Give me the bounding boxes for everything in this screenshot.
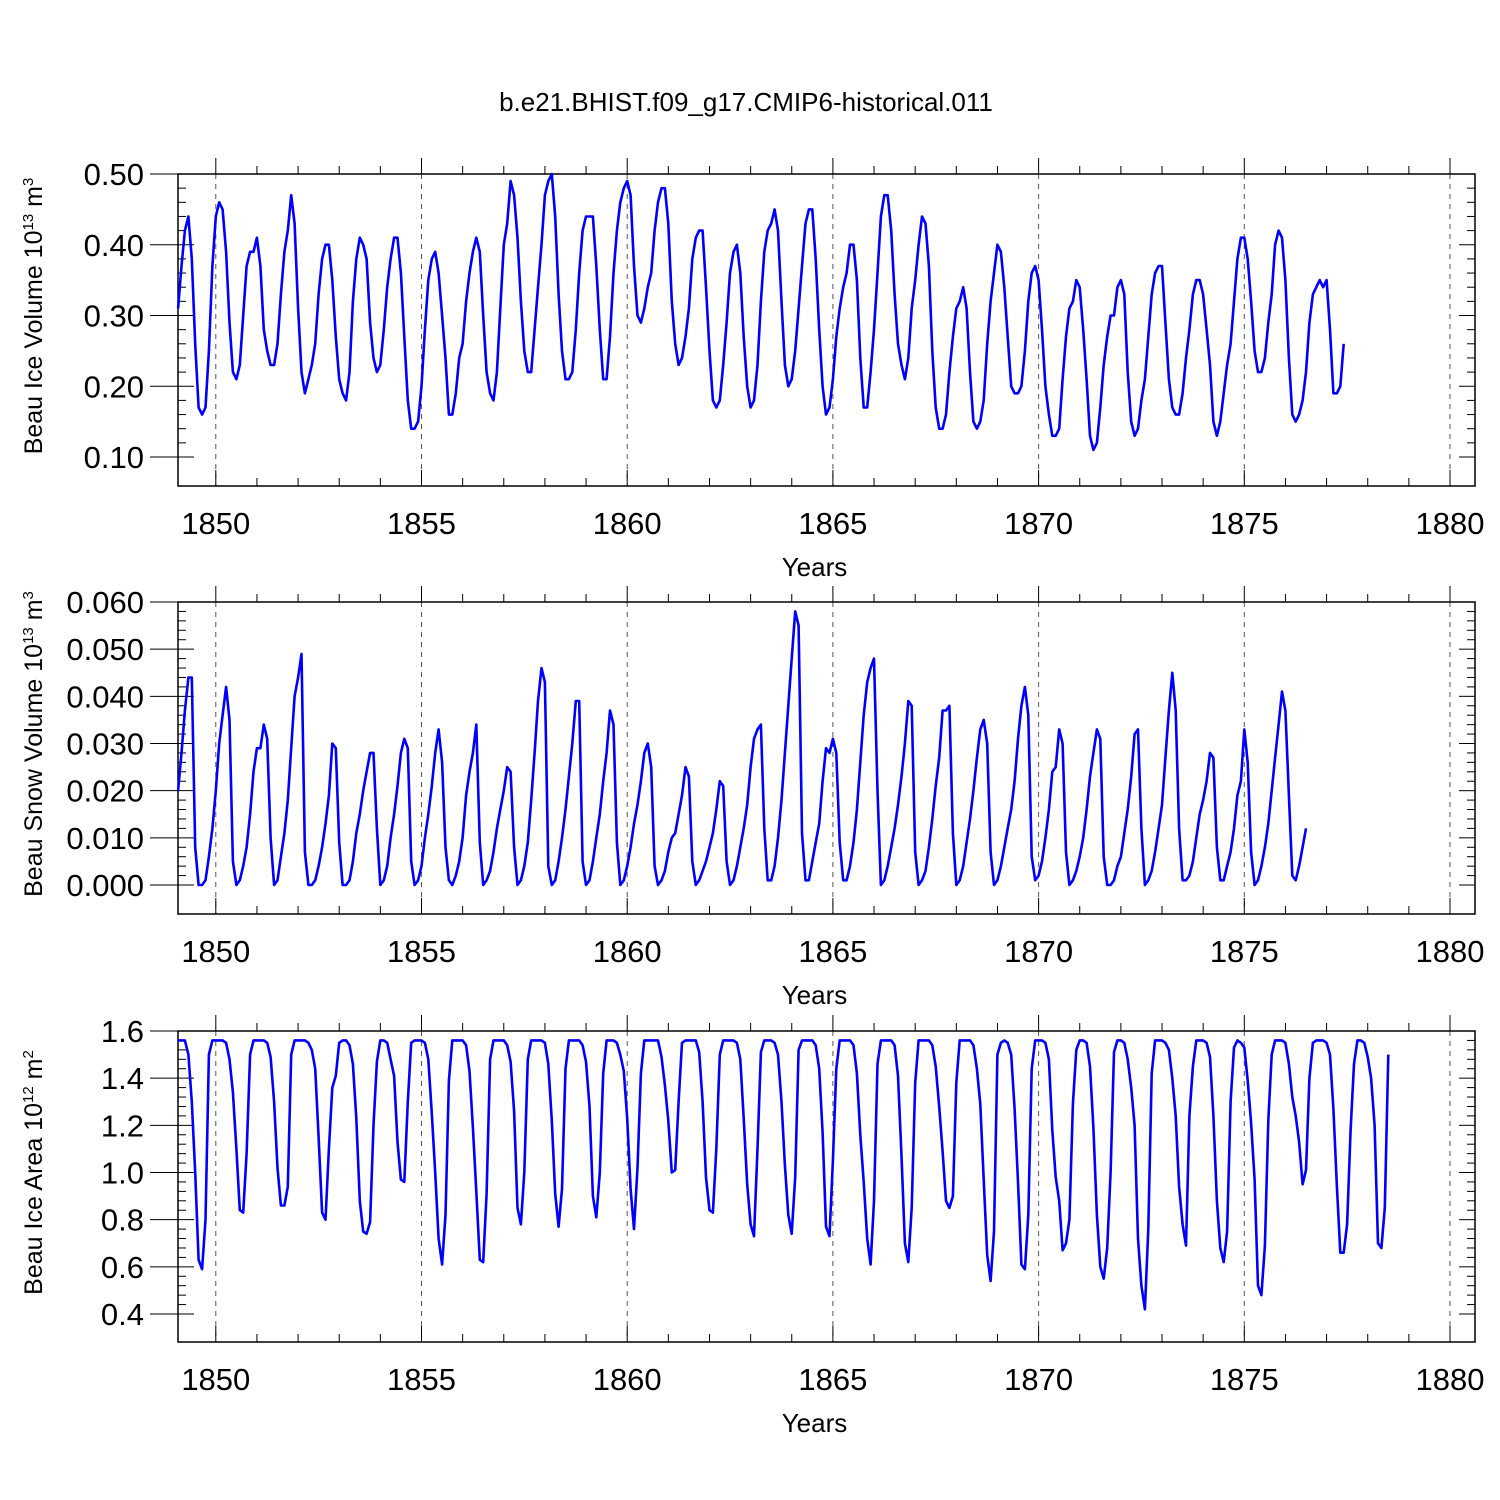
chart-panel-1: 1850 1855 1860 1865 1870 1875 1880 0.10 0.20 0.30… (20, 157, 1485, 582)
x-tick-label: 1855 (387, 934, 456, 969)
y-tick-label: 0.20 (84, 369, 144, 404)
y-tick-label: 0.6 (101, 1250, 144, 1285)
x-tick-label: 1855 (387, 1362, 456, 1397)
x-tick-label: 1880 (1416, 506, 1485, 541)
x-tick-label: 1880 (1416, 1362, 1485, 1397)
y-label-exponent: 13 (20, 214, 37, 231)
x-tick-label: 1860 (593, 934, 662, 969)
y-label-unit-exponent: 2 (20, 1050, 37, 1058)
y-tick-label: 0.30 (84, 299, 144, 334)
y-label-text: Beau Ice Volume 10 (20, 231, 48, 455)
x-axis-label: Years (782, 1408, 848, 1438)
y-tick-label: 1.6 (101, 1014, 144, 1049)
y-tick-label: 0.030 (66, 727, 144, 762)
y-tick-label: 1.4 (101, 1061, 144, 1096)
y-tick-label: 0.40 (84, 228, 144, 263)
x-tick-label: 1850 (181, 506, 250, 541)
x-tick-label: 1865 (798, 506, 867, 541)
y-tick-label: 0.050 (66, 632, 144, 667)
x-tick-label: 1865 (798, 934, 867, 969)
y-label-unit-exponent: 3 (20, 591, 37, 599)
y-label-unit: m (20, 186, 48, 214)
x-tick-label: 1870 (1004, 934, 1073, 969)
series-line (178, 1039, 1390, 1311)
plot-frame (177, 601, 1476, 915)
y-tick-label: 0.4 (101, 1297, 144, 1332)
x-tick-label: 1865 (798, 1362, 867, 1397)
x-tick-label: 1880 (1416, 934, 1485, 969)
y-label-text: Beau Ice Area 10 (20, 1103, 48, 1295)
y-tick-label: 0.010 (66, 821, 144, 856)
y-tick-label: 0.040 (66, 679, 144, 714)
y-label-unit: m (20, 599, 48, 627)
series-line (176, 172, 1345, 452)
y-label-text: Beau Snow Volume 10 (20, 644, 48, 897)
y-tick-label: 0.060 (66, 585, 144, 620)
y-label-unit-exponent: 3 (20, 178, 37, 186)
y-tick-label: 0.8 (101, 1203, 144, 1238)
x-tick-label: 1850 (181, 934, 250, 969)
x-tick-label: 1860 (593, 506, 662, 541)
y-tick-label: 0.020 (66, 774, 144, 809)
y-tick-label: 1.0 (101, 1156, 144, 1191)
x-tick-label: 1870 (1004, 506, 1073, 541)
y-label-unit: m (20, 1059, 48, 1087)
y-axis-label: Beau Ice Area 1012 m2 (20, 1050, 48, 1295)
x-tick-label: 1870 (1004, 1362, 1073, 1397)
plot-frame (177, 1030, 1476, 1343)
x-tick-label: 1855 (387, 506, 456, 541)
x-tick-label: 1875 (1210, 1362, 1279, 1397)
plot-frame (177, 173, 1476, 487)
y-tick-label: 0.000 (66, 868, 144, 903)
x-tick-label: 1875 (1210, 506, 1279, 541)
x-tick-label: 1860 (593, 1362, 662, 1397)
y-label-exponent: 13 (20, 627, 37, 644)
y-tick-label: 1.2 (101, 1108, 144, 1143)
chart-panel-3: 1850 1855 1860 1865 1870 1875 1880 0.4 0.6 0.8 1.0… (20, 1014, 1485, 1438)
y-label-exponent: 12 (20, 1086, 37, 1103)
x-tick-label: 1850 (181, 1362, 250, 1397)
x-axis-label: Years (782, 980, 848, 1010)
y-axis-label: Beau Snow Volume 1013 m3 (20, 591, 48, 897)
chart-panel-2: 1850 1855 1860 1865 1870 1875 1880 0.000 0.010 0.… (20, 585, 1485, 1010)
y-tick-label: 0.10 (84, 440, 144, 475)
y-axis-label: Beau Ice Volume 1013 m3 (20, 178, 48, 455)
series-line (176, 610, 1308, 887)
chart-title: b.e21.BHIST.f09_g17.CMIP6-historical.011 (499, 87, 993, 117)
x-axis-label: Years (782, 552, 848, 582)
y-tick-label: 0.50 (84, 157, 144, 192)
x-tick-label: 1875 (1210, 934, 1279, 969)
